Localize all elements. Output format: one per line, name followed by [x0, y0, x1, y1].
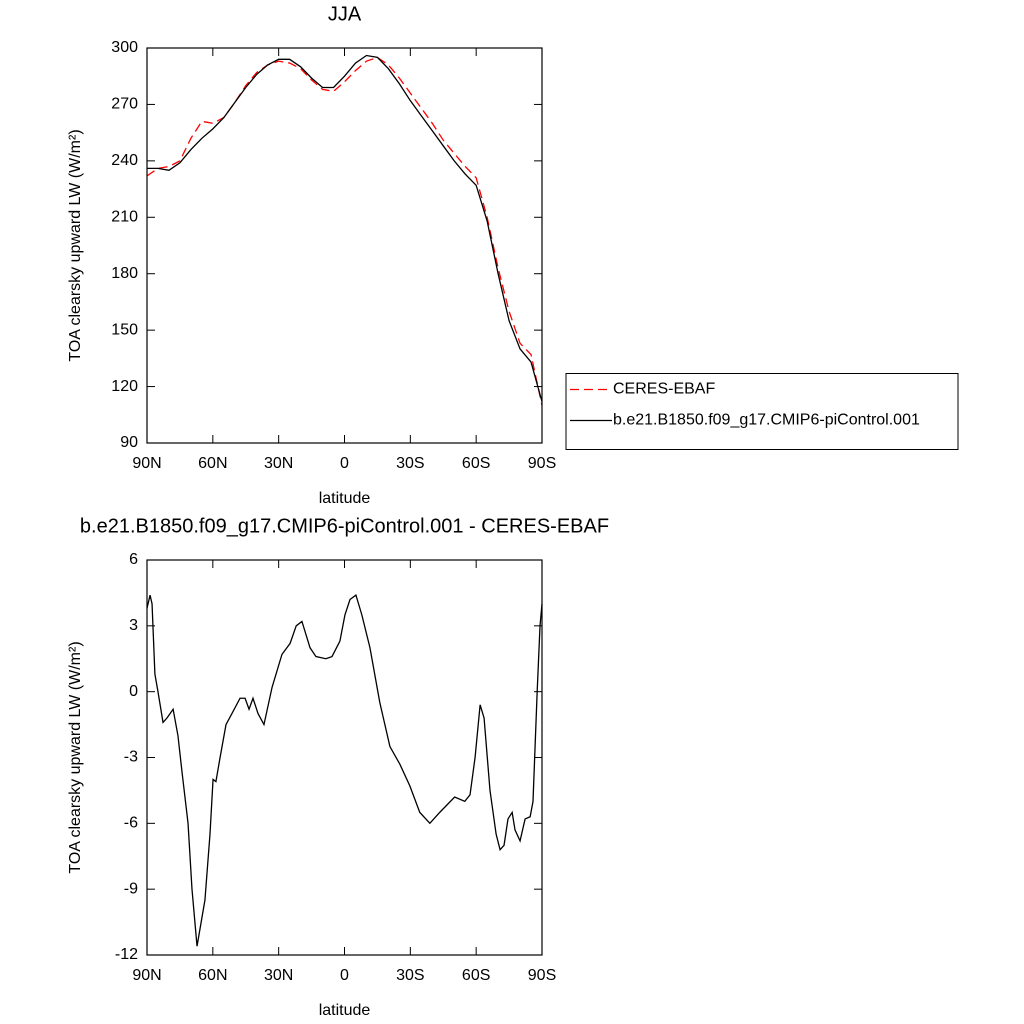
x-tick-label: 60S — [462, 967, 490, 984]
y-tick-label: 180 — [111, 265, 138, 282]
x-tick-label: 90N — [132, 455, 161, 472]
x-tick-label: 90S — [528, 455, 556, 472]
x-tick-label: 60N — [198, 455, 227, 472]
x-tick-label: 60N — [198, 967, 227, 984]
legend-label: b.e21.B1850.f09_g17.CMIP6-piControl.001 — [613, 412, 920, 429]
x-tick-label: 30N — [264, 967, 293, 984]
plot-frame — [146, 47, 543, 444]
y-tick-label: 6 — [129, 551, 138, 568]
line-series — [147, 54, 543, 402]
x-tick-label: 90S — [528, 967, 556, 984]
x-axis-label: latitude — [319, 490, 371, 507]
y-tick-label: 90 — [120, 434, 138, 451]
y-tick-label: -6 — [124, 815, 138, 832]
y-tick-label: 150 — [111, 321, 138, 338]
y-tick-label: 3 — [129, 617, 138, 634]
chart-title: b.e21.B1850.f09_g17.CMIP6-piControl.001 … — [80, 515, 609, 537]
y-axis-label: TOA clearsky upward LW (W/m²) — [67, 129, 84, 361]
legend-label: CERES-EBAF — [613, 381, 715, 398]
y-axis-label: TOA clearsky upward LW (W/m²) — [67, 641, 84, 873]
y-tick-label: 0 — [129, 683, 138, 700]
plot-frame — [146, 559, 543, 956]
x-tick-label: 30S — [396, 455, 424, 472]
line-series — [146, 594, 543, 947]
x-axis-label: latitude — [319, 1002, 371, 1019]
chart-title: JJA — [328, 3, 362, 25]
y-tick-label: -9 — [124, 880, 138, 897]
x-tick-label: 60S — [462, 455, 490, 472]
x-tick-label: 90N — [132, 967, 161, 984]
y-tick-label: -12 — [115, 946, 138, 963]
line-series — [146, 56, 543, 406]
legend-box — [565, 373, 959, 450]
x-tick-label: 0 — [340, 455, 349, 472]
x-tick-label: 30S — [396, 967, 424, 984]
y-tick-label: -3 — [124, 749, 138, 766]
y-tick-label: 120 — [111, 378, 138, 395]
y-tick-label: 300 — [111, 39, 138, 56]
y-tick-label: 240 — [111, 152, 138, 169]
x-tick-label: 30N — [264, 455, 293, 472]
y-tick-label: 270 — [111, 96, 138, 113]
y-tick-label: 210 — [111, 209, 138, 226]
x-tick-label: 0 — [340, 967, 349, 984]
